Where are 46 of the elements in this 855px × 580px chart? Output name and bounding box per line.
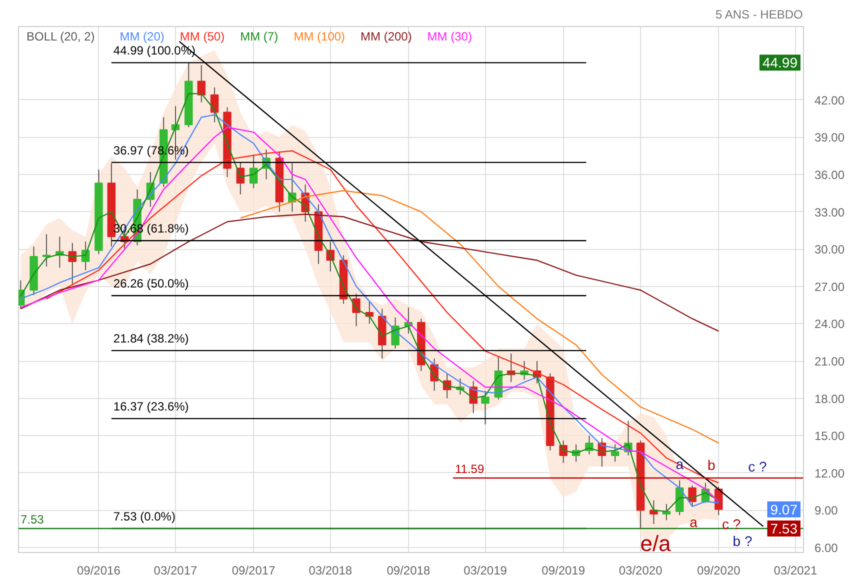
x-tick-label: 03/2017 (154, 564, 198, 578)
x-tick-label: 09/2018 (386, 564, 430, 578)
annotation: c ? (748, 458, 768, 474)
x-tick-label: 09/2020 (696, 564, 741, 578)
x-tick-label: 09/2019 (542, 564, 586, 578)
annotation: a (690, 514, 698, 530)
y-tick-label: 36.00 (814, 168, 845, 182)
y-tick-label: 9.00 (814, 504, 838, 518)
annotation: 21.84 (38.2%) (113, 332, 189, 346)
y-tick-label: 6.00 (814, 541, 838, 556)
y-tick-label: 21.00 (814, 354, 845, 368)
text: MM (30) (427, 30, 472, 44)
chart-subtitle: 5 ANS - HEBDO (715, 8, 803, 22)
x-tick-label: 09/2017 (232, 564, 276, 578)
annotation: 9.07 (770, 501, 798, 518)
annotation: b ? (732, 532, 752, 549)
y-tick-label: 24.00 (814, 317, 845, 332)
text: MM (100) (294, 30, 346, 44)
annotation: 44.99 (762, 54, 798, 71)
y-tick-label: 39.00 (814, 130, 845, 145)
annotation: b (708, 456, 716, 473)
y-tick-label: 27.00 (814, 280, 845, 294)
x-tick-label: 09/2016 (77, 564, 121, 578)
annotation: 7.53 (20, 512, 44, 526)
annotation: 11.59 (455, 462, 484, 476)
x-tick-label: 03/2020 (618, 564, 663, 578)
annotation: 7.53 (770, 520, 798, 536)
x-tick-label: 03/2019 (464, 564, 508, 578)
y-tick-label: 30.00 (814, 242, 845, 257)
text: MM (50) (180, 30, 225, 44)
y-tick-label: 33.00 (814, 205, 845, 220)
text: MM (200) (360, 30, 412, 44)
y-tick-label: 18.00 (814, 392, 845, 406)
x-tick-label: 03/2018 (308, 564, 352, 578)
text: MM (7) (240, 30, 278, 44)
legend-title: BOLL (20, 2) (26, 30, 95, 44)
y-tick-label: 15.00 (814, 429, 845, 444)
y-tick-label: 12.00 (814, 466, 845, 480)
x-tick-label: 03/2021 (774, 564, 818, 578)
annotation: e/a (640, 531, 672, 556)
annotation: c ? (722, 516, 741, 532)
text: MM (20) (120, 30, 164, 44)
annotation: 16.37 (23.6%) (113, 400, 189, 414)
annotation: 7.53 (0.0%) (113, 510, 176, 524)
y-tick-label: 42.00 (814, 93, 845, 108)
annotation: 26.26 (50.0%) (113, 276, 189, 291)
